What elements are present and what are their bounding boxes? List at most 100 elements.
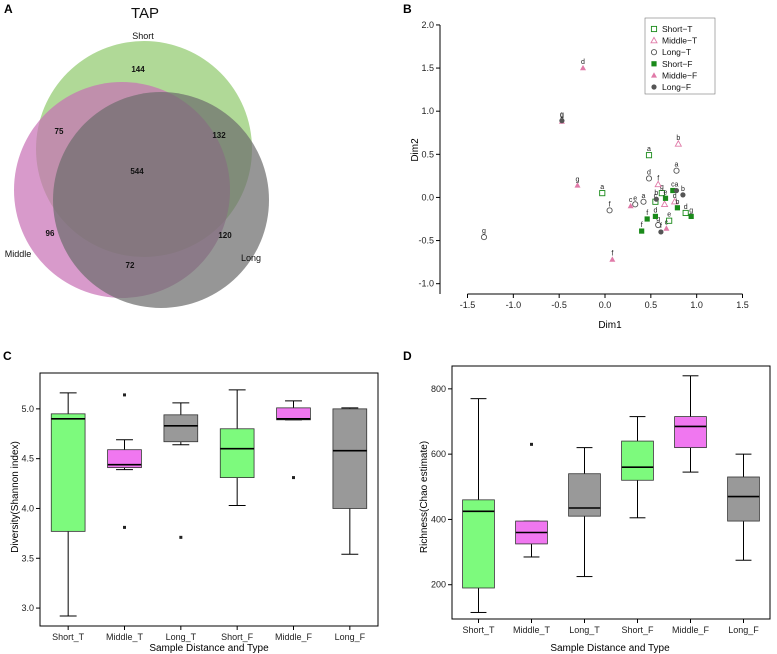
legend-marker (651, 61, 657, 67)
chao-box (674, 416, 707, 449)
scatter-point-label: a (600, 184, 604, 191)
chao-box (568, 473, 601, 517)
chao-x-tick-label: Long_T (569, 625, 600, 635)
shannon-box (219, 428, 255, 478)
legend-entry: Long−T (662, 47, 691, 57)
scatter-point-label: e (667, 212, 671, 219)
chao-y-tick-label: 400 (431, 514, 446, 524)
scatter-xlabel: Dim1 (598, 320, 622, 331)
shannon-x-tick-label: Long_T (166, 632, 197, 642)
venn-count-long-only: 120 (218, 231, 232, 240)
shannon-boxes (50, 389, 368, 617)
panel-label-c: C (3, 349, 12, 363)
shannon-box (50, 413, 86, 532)
scatter-point-label: d (684, 204, 688, 211)
scatter-point (673, 187, 680, 194)
scatter-x-tick-label: 1.0 (690, 300, 703, 310)
scatter-y-tick-label: -1.0 (418, 279, 434, 289)
scatter-point-label: f (611, 251, 613, 258)
shannon-y-tick-label: 5.0 (21, 404, 34, 414)
scatter-point (599, 190, 606, 197)
panel-label-b: B (403, 2, 412, 16)
scatter-point (639, 228, 645, 234)
scatter-point-label: g (656, 216, 660, 223)
scatter-point-label: b (681, 186, 685, 193)
scatter-point (666, 217, 673, 224)
scatter-point (645, 152, 653, 159)
venn-count-middle-only: 96 (46, 229, 55, 238)
scatter-point (674, 205, 681, 211)
legend-marker (651, 72, 657, 78)
scatter-point-label: f (657, 176, 659, 183)
chao-x-tick-label: Short_F (621, 625, 654, 635)
chao-box (727, 476, 760, 522)
scatter-point-label: g (660, 184, 664, 191)
scatter-x-tick-label: 0.5 (645, 300, 658, 310)
scatter-point (680, 192, 686, 198)
scatter-x-tick-label: 1.5 (736, 300, 749, 310)
shannon-x-tick-label: Middle_F (275, 632, 313, 642)
scatter-point-label: b (675, 199, 679, 206)
scatter-point-label: d (653, 207, 657, 214)
scatter-point-label: g (482, 228, 486, 235)
shannon-box (107, 449, 142, 469)
scatter-point-label: d (581, 59, 585, 66)
scatter-point-label: a (642, 193, 646, 200)
shannon-outlier (292, 476, 295, 480)
scatter-point (480, 234, 488, 241)
scatter-point-label: e (633, 195, 637, 202)
scatter-point (658, 229, 664, 235)
venn-diagram (14, 41, 269, 308)
scatter-point-label: a (675, 182, 679, 189)
scatter-point (574, 182, 581, 188)
scatter-point (688, 213, 694, 220)
scatter-point-label: g (576, 176, 580, 183)
legend-marker (650, 49, 658, 56)
chao-x-tick-label: Long_F (728, 625, 759, 635)
scatter-point-label: g (689, 207, 693, 214)
chao-y-tick-label: 800 (431, 384, 446, 394)
chao-y-tick-label: 200 (431, 580, 446, 590)
venn-count-short-long: 132 (212, 131, 226, 140)
shannon-y-tick-label: 3.5 (21, 553, 34, 563)
scatter-point-label: c (654, 193, 658, 200)
shannon-y-tick-label: 4.5 (21, 454, 34, 464)
chao-x-tick-label: Short_T (462, 625, 495, 635)
scatter-point-label: b (654, 190, 658, 197)
scatter-y-tick-label: -0.5 (418, 236, 434, 246)
scatter-point (627, 202, 634, 209)
scatter-y-tick-label: 0.0 (421, 192, 434, 202)
legend-marker (651, 84, 657, 90)
shannon-x-tick-label: Long_F (335, 632, 366, 642)
shannon-box (163, 414, 199, 443)
scatter-point-label: d (647, 169, 651, 176)
scatter-point-label: e (664, 189, 668, 196)
scatter-point (670, 197, 679, 205)
scatter-point-label: f (646, 210, 648, 217)
venn-title: TAP (131, 5, 159, 22)
shannon-ylabel: Diversity(Shannon index) (10, 441, 21, 553)
chao-x-tick-label: Middle_T (513, 625, 551, 635)
scatter-point (663, 225, 670, 231)
scatter-point (682, 209, 689, 217)
legend-marker (650, 25, 658, 33)
scatter-x-tick-label: -0.5 (551, 300, 567, 310)
scatter-point (609, 256, 616, 262)
venn-count-short-only: 144 (131, 65, 145, 74)
venn-circle-long (53, 92, 269, 308)
scatter-point (670, 187, 676, 194)
scatter-point-label: d (673, 193, 677, 200)
scatter-point-label: f (609, 201, 611, 208)
scatter-point-label: g (560, 113, 564, 120)
scatter-point (606, 207, 613, 214)
scatter-point (654, 180, 662, 188)
shannon-x-tick-label: Middle_T (106, 632, 144, 642)
scatter-y-tick-label: 1.0 (421, 106, 434, 116)
scatter-point (658, 190, 665, 197)
venn-label-middle: Middle (5, 249, 32, 259)
chao-ylabel: Richness(Chao estimate) (419, 441, 430, 553)
scatter-ylabel: Dim2 (410, 138, 421, 162)
legend-marker (650, 36, 658, 44)
